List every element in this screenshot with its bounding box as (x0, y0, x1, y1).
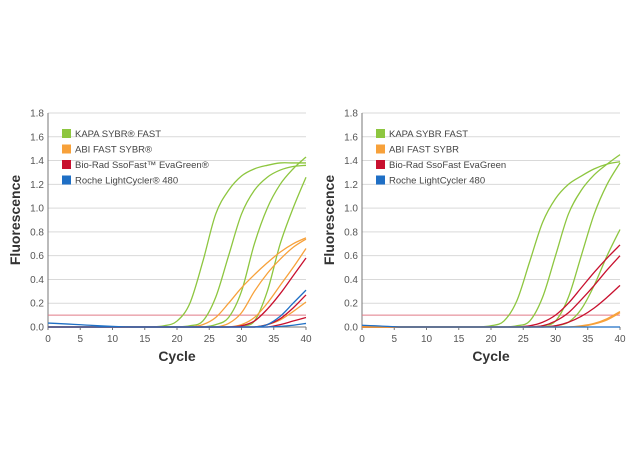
x-tick-label: 0 (359, 334, 365, 345)
y-tick-label: 1.6 (30, 132, 44, 143)
y-tick-label: 1.0 (344, 204, 358, 215)
x-tick-label: 5 (77, 334, 83, 345)
series-line-roche-10 (361, 324, 620, 328)
series-line-abi-6 (48, 238, 307, 328)
y-axis-label: Fluorescence (321, 175, 337, 265)
x-tick-label: 10 (107, 334, 119, 345)
series-line-abi-5 (48, 237, 307, 328)
y-tick-label: 0.4 (30, 275, 44, 286)
x-tick-label: 10 (421, 334, 433, 345)
series-line-kapa-4 (362, 229, 621, 328)
x-tick-label: 0 (45, 334, 51, 345)
y-tick-label: 1.2 (344, 180, 358, 191)
legend-swatch (62, 175, 71, 185)
x-tick-label: 35 (582, 334, 594, 345)
y-tick-label: 0.6 (344, 251, 358, 262)
y-tick-label: 1.4 (344, 156, 358, 167)
y-tick-label: 1.0 (30, 204, 44, 215)
y-tick-label: 0.2 (30, 299, 44, 310)
legend-swatch (62, 144, 71, 154)
legend-swatch (376, 129, 385, 138)
legend-label: ABI FAST SYBR® (75, 145, 152, 156)
x-tick-label: 20 (171, 334, 183, 345)
x-axis-label: Cycle (158, 348, 196, 364)
legend-label: KAPA SYBR® FAST (75, 129, 161, 140)
x-tick-label: 5 (391, 334, 397, 345)
legend-label: Roche LightCycler® 480 (75, 176, 178, 187)
legend-label: ABI FAST SYBR (389, 145, 459, 156)
series-line-kapa-4 (48, 176, 307, 328)
series-line-biorad-10 (48, 294, 307, 328)
series-line-roche-13 (48, 322, 307, 328)
x-tick-label: 40 (300, 334, 312, 345)
legend-label: Bio-Rad SsoFast EvaGreen (389, 160, 506, 171)
x-tick-label: 15 (453, 334, 465, 345)
chart-panel-1: 0.0 0.2 0.4 0.6 0.8 1.0 1.2 1.4 1.6 1.8 0 5 10 15 20 25… (7, 109, 312, 365)
x-axis-label: Cycle (472, 348, 510, 364)
legend-swatch (62, 160, 71, 169)
y-tick-label: 0.0 (30, 323, 44, 334)
x-tick-label: 30 (236, 334, 248, 345)
legend-swatch (376, 144, 385, 154)
legend-swatch (376, 175, 385, 185)
y-tick-label: 0.6 (30, 251, 44, 262)
legend-label: KAPA SYBR FAST (389, 129, 468, 140)
y-tick-label: 0.4 (344, 275, 358, 286)
y-tick-label: 0.8 (30, 227, 44, 238)
legend-swatch (376, 160, 385, 169)
y-tick-label: 0.2 (344, 299, 358, 310)
y-tick-label: 1.6 (344, 132, 358, 143)
x-tick-label: 30 (550, 334, 562, 345)
y-axis-label: Fluorescence (7, 175, 23, 265)
legend-label: Bio-Rad SsoFast™ EvaGreen® (75, 160, 209, 171)
x-tick-label: 35 (268, 334, 280, 345)
series-line-kapa-3 (362, 162, 621, 328)
series-line-kapa-1 (362, 161, 621, 328)
legend-swatch (62, 129, 71, 138)
x-tick-label: 40 (614, 334, 626, 345)
x-tick-label: 25 (204, 334, 216, 345)
legend: KAPA SYBR® FAST ABI FAST SYBR® Bio-Rad Sso… (62, 129, 209, 187)
series-line-biorad-7 (362, 284, 621, 328)
y-tick-label: 0.0 (344, 323, 358, 334)
y-tick-label: 0.8 (344, 227, 358, 238)
chart-panel-2: 0.0 0.2 0.4 0.6 0.8 1.0 1.2 1.4 1.6 1.8 0 5 10 15 20 25… (321, 109, 626, 365)
x-tick-label: 20 (485, 334, 497, 345)
series-line-abi-8 (48, 301, 307, 328)
legend-label: Roche LightCycler 480 (389, 176, 485, 187)
legend: KAPA SYBR FAST ABI FAST SYBR Bio-Rad SsoFa… (376, 129, 506, 187)
x-tick-label: 25 (518, 334, 530, 345)
x-tick-label: 15 (139, 334, 151, 345)
series-line-abi-8 (362, 310, 621, 328)
y-tick-label: 1.2 (30, 180, 44, 191)
y-tick-label: 1.4 (30, 156, 44, 167)
y-tick-label: 1.8 (30, 109, 44, 120)
y-tick-label: 1.8 (344, 109, 358, 120)
